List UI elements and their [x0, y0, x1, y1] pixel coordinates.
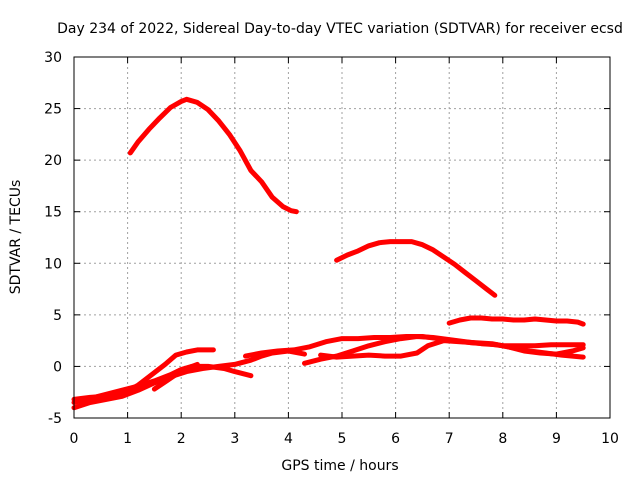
- grid-lines: [73, 56, 611, 419]
- x-tick-label: 9: [552, 431, 561, 447]
- x-tick-labels: 0 1 2 3 4 5 6 7 8 9 10: [70, 431, 619, 447]
- x-tick-label: 10: [601, 431, 619, 447]
- x-axis-label: GPS time / hours: [281, 458, 398, 474]
- y-tick-label: 0: [53, 359, 62, 375]
- y-tick-label: 25: [44, 102, 62, 118]
- series-line-track-1: [127, 96, 299, 215]
- x-tick-label: 1: [123, 431, 132, 447]
- series-line-track-5: [71, 348, 307, 411]
- y-tick-label: 30: [44, 50, 62, 66]
- data-series: [71, 96, 586, 411]
- x-tick-label: 0: [70, 431, 79, 447]
- x-tick-label: 5: [338, 431, 347, 447]
- x-tick-label: 6: [391, 431, 400, 447]
- series-line-track-10: [151, 361, 200, 392]
- y-tick-label: 10: [44, 256, 62, 272]
- y-tick-labels: -5 0 5 10 15 20 25 30: [44, 50, 62, 427]
- y-tick-label: 20: [44, 153, 62, 169]
- y-tick-label: -5: [48, 411, 62, 427]
- y-axis-label: SDTVAR / TECUs: [8, 180, 24, 295]
- y-tick-label: 15: [44, 205, 62, 221]
- y-tick-label: 5: [53, 308, 62, 324]
- x-tick-label: 2: [177, 431, 186, 447]
- x-tick-label: 8: [498, 431, 507, 447]
- x-tick-label: 4: [284, 431, 293, 447]
- x-tick-label: 3: [230, 431, 239, 447]
- series-line-track-2: [334, 239, 498, 298]
- x-tick-label: 7: [445, 431, 454, 447]
- series-line-track-3: [446, 315, 586, 327]
- series-line-track-6: [71, 363, 254, 405]
- series-line-track-4: [71, 347, 216, 402]
- series-line-track-9: [318, 338, 586, 360]
- plot-frame: [73, 56, 611, 419]
- chart-title: Day 234 of 2022, Sidereal Day-to-day VTE…: [57, 21, 623, 37]
